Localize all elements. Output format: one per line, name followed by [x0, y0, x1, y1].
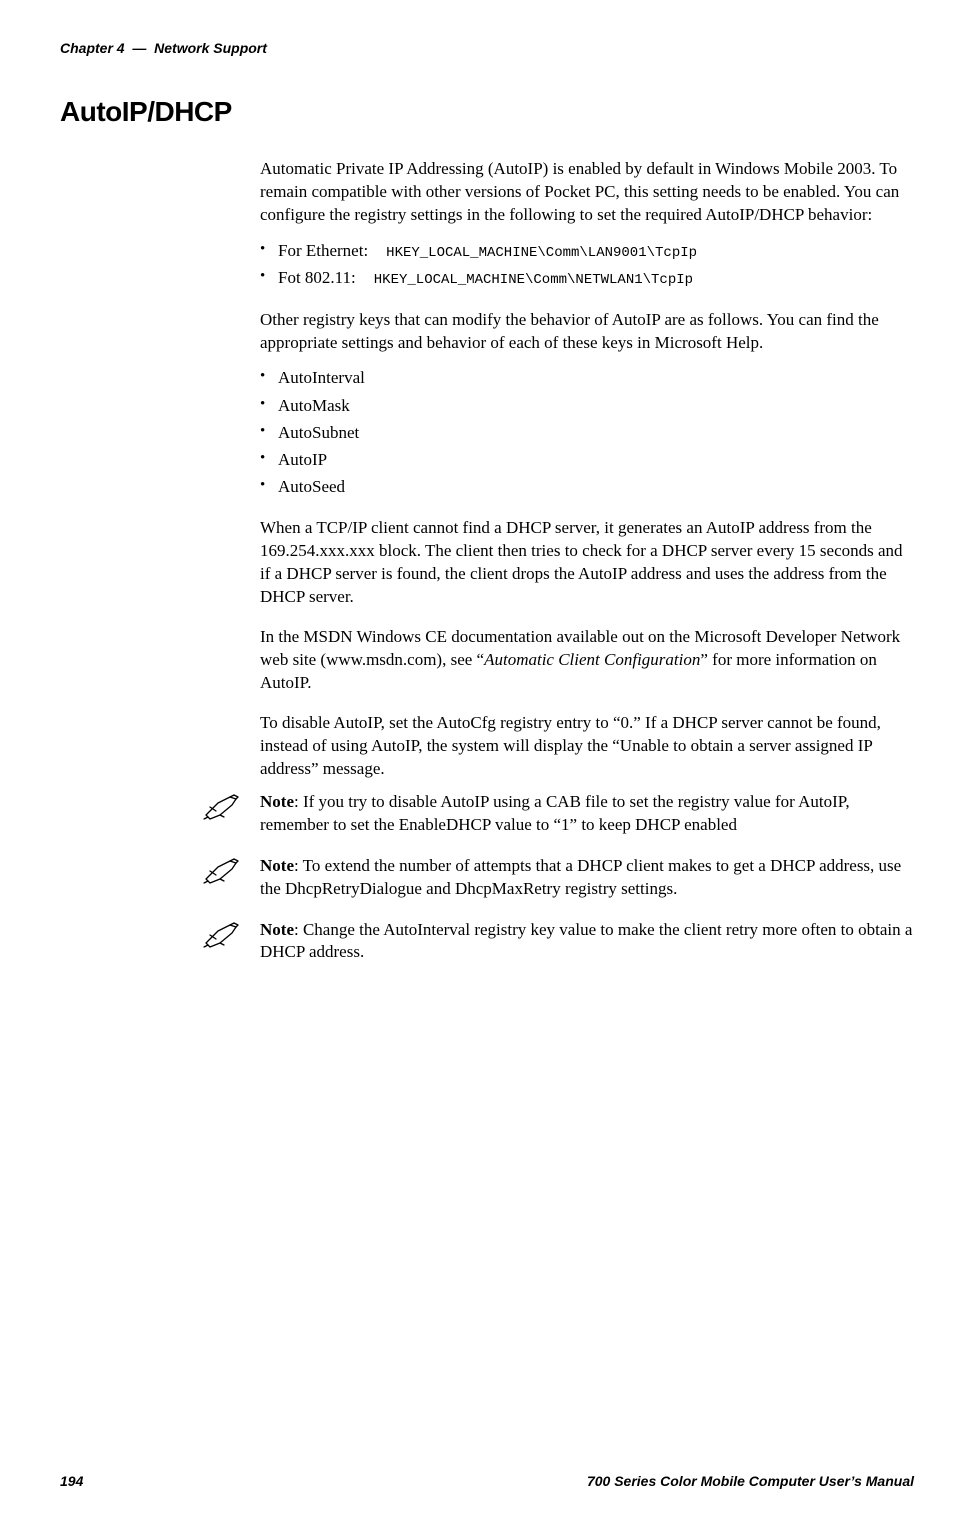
body-content: Automatic Private IP Addressing (AutoIP)… — [260, 158, 914, 781]
registry-label: Fot 802.11: — [278, 264, 356, 291]
key-bullet-list: AutoInterval AutoMask AutoSubnet AutoIP … — [260, 364, 914, 500]
note-label: Note — [260, 920, 294, 939]
note-text: Note: If you try to disable AutoIP using… — [260, 791, 914, 837]
page-footer: 194 700 Series Color Mobile Computer Use… — [60, 1473, 914, 1489]
note-body: : To extend the number of attempts that … — [260, 856, 901, 898]
registry-bullet: Fot 802.11: HKEY_LOCAL_MACHINE\Comm\NETW… — [260, 264, 914, 291]
manual-title: 700 Series Color Mobile Computer User’s … — [587, 1473, 914, 1489]
key-bullet: AutoInterval — [260, 364, 914, 391]
note-label: Note — [260, 856, 294, 875]
header-chapter: Chapter 4 — [60, 40, 125, 56]
italic-reference: Automatic Client Configuration — [484, 650, 700, 669]
intro-paragraph: Automatic Private IP Addressing (AutoIP)… — [260, 158, 914, 227]
registry-bullet-list: For Ethernet: HKEY_LOCAL_MACHINE\Comm\LA… — [260, 237, 914, 292]
header-title: Network Support — [154, 40, 267, 56]
note-text: Note: Change the AutoInterval registry k… — [260, 919, 914, 965]
note-label: Note — [260, 792, 294, 811]
paragraph: When a TCP/IP client cannot find a DHCP … — [260, 517, 914, 609]
note-hand-icon — [200, 919, 242, 956]
header-separator: — — [132, 40, 146, 56]
registry-label: For Ethernet: — [278, 237, 368, 264]
registry-key: HKEY_LOCAL_MACHINE\Comm\LAN9001\TcpIp — [386, 242, 697, 264]
key-bullet: AutoSubnet — [260, 419, 914, 446]
note-block: Note: To extend the number of attempts t… — [200, 855, 914, 901]
running-header: Chapter 4 — Network Support — [60, 40, 914, 56]
note-hand-icon — [200, 791, 242, 828]
section-heading: AutoIP/DHCP — [60, 96, 914, 128]
paragraph: To disable AutoIP, set the AutoCfg regis… — [260, 712, 914, 781]
registry-key: HKEY_LOCAL_MACHINE\Comm\NETWLAN1\TcpIp — [374, 269, 693, 291]
key-bullet: AutoIP — [260, 446, 914, 473]
paragraph: Other registry keys that can modify the … — [260, 309, 914, 355]
paragraph: In the MSDN Windows CE documentation ava… — [260, 626, 914, 695]
key-bullet: AutoMask — [260, 392, 914, 419]
note-body: : If you try to disable AutoIP using a C… — [260, 792, 850, 834]
registry-bullet: For Ethernet: HKEY_LOCAL_MACHINE\Comm\LA… — [260, 237, 914, 264]
note-hand-icon — [200, 855, 242, 892]
page-number: 194 — [60, 1473, 83, 1489]
note-text: Note: To extend the number of attempts t… — [260, 855, 914, 901]
note-block: Note: If you try to disable AutoIP using… — [200, 791, 914, 837]
key-bullet: AutoSeed — [260, 473, 914, 500]
note-block: Note: Change the AutoInterval registry k… — [200, 919, 914, 965]
note-body: : Change the AutoInterval registry key v… — [260, 920, 912, 962]
